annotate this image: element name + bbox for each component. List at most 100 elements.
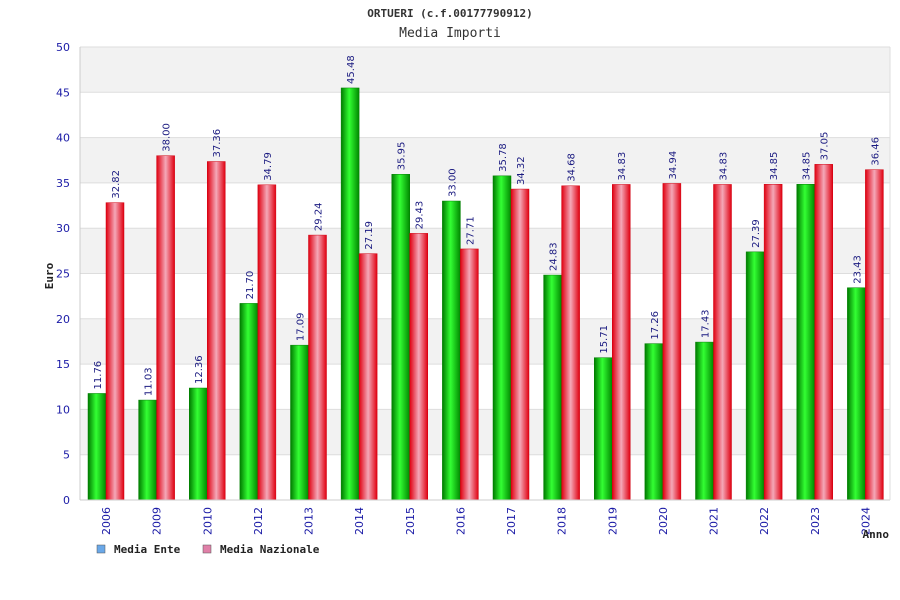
- axes-group: [79, 47, 891, 501]
- bar-media-ente-2023: [796, 184, 815, 501]
- bar-media-nazionale-2015: [409, 233, 428, 501]
- bar-media-ente-2018: [543, 274, 562, 501]
- x-tick-labels: 2006 2009 2010 2012 2013 2014 2015 2016 2017 2018…: [100, 507, 872, 535]
- y-tick-label: 30: [56, 222, 70, 235]
- value-label: 34.85: [769, 152, 780, 181]
- bar-media-nazionale-2021: [713, 184, 732, 501]
- x-tick-label: 2014: [353, 507, 366, 535]
- bar-media-ente-2024: [847, 287, 866, 501]
- value-label: 15.71: [599, 325, 610, 354]
- value-label: 34.79: [263, 152, 274, 181]
- x-tick-label: 2017: [505, 507, 518, 535]
- bar-media-ente-2010: [189, 387, 208, 501]
- x-tick-label: 2015: [404, 507, 417, 535]
- bar-media-ente-2019: [594, 357, 613, 501]
- value-label: 35.95: [397, 142, 408, 171]
- value-label: 36.46: [870, 137, 881, 166]
- legend-label-media-ente: Media Ente: [114, 543, 181, 556]
- value-labels-group: 11.76 32.82 11.03 38.00 12.36 37.36 21.70 34.79…: [93, 55, 881, 396]
- x-tick-label: 2010: [201, 507, 214, 535]
- x-tick-label: 2013: [303, 507, 316, 535]
- legend-label-media-nazionale: Media Nazionale: [220, 543, 320, 556]
- bar-media-nazionale-2016: [460, 248, 479, 501]
- bar-media-nazionale-2022: [763, 184, 783, 501]
- bar-media-nazionale-2013: [308, 234, 327, 501]
- value-label: 17.09: [296, 313, 307, 342]
- y-tick-label: 20: [56, 313, 70, 326]
- value-label: 11.03: [144, 367, 155, 396]
- value-label: 21.70: [245, 271, 256, 300]
- value-label: 17.43: [701, 309, 712, 338]
- bar-media-nazionale-2020: [662, 183, 682, 501]
- value-label: 35.78: [498, 143, 509, 172]
- value-label: 17.26: [650, 311, 661, 340]
- value-label: 45.48: [346, 55, 357, 84]
- value-label: 11.76: [93, 361, 104, 390]
- bar-media-ente-2014: [340, 87, 360, 501]
- y-tick-label: 0: [63, 494, 70, 507]
- bar-media-ente-2015: [391, 174, 410, 501]
- bar-media-nazionale-2009: [156, 155, 175, 501]
- value-label: 34.68: [567, 153, 578, 182]
- bar-media-nazionale-2019: [612, 184, 631, 501]
- bar-media-nazionale-2024: [865, 169, 884, 501]
- value-label: 32.82: [111, 170, 122, 199]
- value-label: 34.94: [668, 151, 679, 180]
- value-label: 12.36: [194, 355, 205, 384]
- value-label: 34.83: [719, 152, 730, 181]
- value-label: 38.00: [162, 123, 173, 152]
- value-label: 27.39: [751, 219, 762, 248]
- legend: Media Ente Media Nazionale: [96, 543, 320, 556]
- x-tick-label: 2019: [606, 507, 619, 535]
- bar-media-ente-2021: [695, 341, 714, 501]
- bar-media-nazionale-2018: [561, 185, 580, 501]
- x-tick-label: 2020: [657, 507, 670, 535]
- x-tick-label: 2012: [252, 507, 265, 535]
- bar-media-nazionale-2014: [358, 253, 378, 501]
- value-label: 34.32: [516, 156, 527, 185]
- value-label: 27.71: [465, 216, 476, 245]
- grid-band: [80, 47, 890, 93]
- legend-swatch-media-ente: [96, 544, 106, 554]
- bar-media-nazionale-2017: [510, 188, 530, 501]
- x-tick-label: 2016: [454, 507, 467, 535]
- y-tick-label: 45: [56, 86, 70, 99]
- value-label: 29.43: [415, 201, 426, 230]
- y-tick-label: 50: [56, 41, 70, 54]
- x-tick-label: 2022: [758, 507, 771, 535]
- x-tick-label: 2009: [151, 507, 164, 535]
- x-tick-label: 2024: [859, 507, 872, 535]
- value-label: 34.83: [617, 152, 628, 181]
- x-tick-label: 2018: [556, 507, 569, 535]
- value-label: 27.19: [364, 221, 375, 250]
- bar-media-ente-2006: [87, 393, 107, 501]
- chart-title: ORTUERI (c.f.00177790912): [367, 7, 533, 20]
- value-label: 34.85: [802, 152, 813, 181]
- y-tick-labels: 0 5 10 15 20 25 30 35 40 45 50: [56, 41, 70, 507]
- bar-media-nazionale-2010: [207, 161, 226, 501]
- value-label: 24.83: [549, 242, 560, 271]
- y-tick-label: 10: [56, 403, 70, 416]
- value-label: 29.24: [314, 202, 325, 231]
- y-tick-label: 15: [56, 358, 70, 371]
- chart-subtitle: Media Importi: [399, 26, 501, 41]
- bar-media-ente-2012: [239, 303, 259, 501]
- bar-media-ente-2022: [745, 251, 765, 501]
- bar-media-ente-2017: [492, 175, 512, 501]
- bar-media-ente-2020: [644, 343, 664, 501]
- value-label: 33.00: [447, 168, 458, 197]
- x-tick-label: 2021: [708, 507, 721, 535]
- bar-media-ente-2013: [290, 344, 309, 501]
- value-label: 23.43: [852, 255, 863, 284]
- x-tick-label: 2023: [809, 507, 822, 535]
- y-tick-label: 5: [63, 449, 70, 462]
- y-tick-label: 25: [56, 268, 70, 281]
- bar-media-nazionale-2006: [105, 202, 125, 501]
- x-axis-label: Anno: [863, 528, 890, 541]
- bars-group: [87, 87, 884, 501]
- value-label: 37.05: [820, 132, 831, 161]
- bar-media-ente-2009: [138, 399, 157, 501]
- legend-swatch-media-nazionale: [202, 544, 212, 554]
- y-tick-label: 35: [56, 177, 70, 190]
- bar-media-nazionale-2023: [814, 164, 833, 501]
